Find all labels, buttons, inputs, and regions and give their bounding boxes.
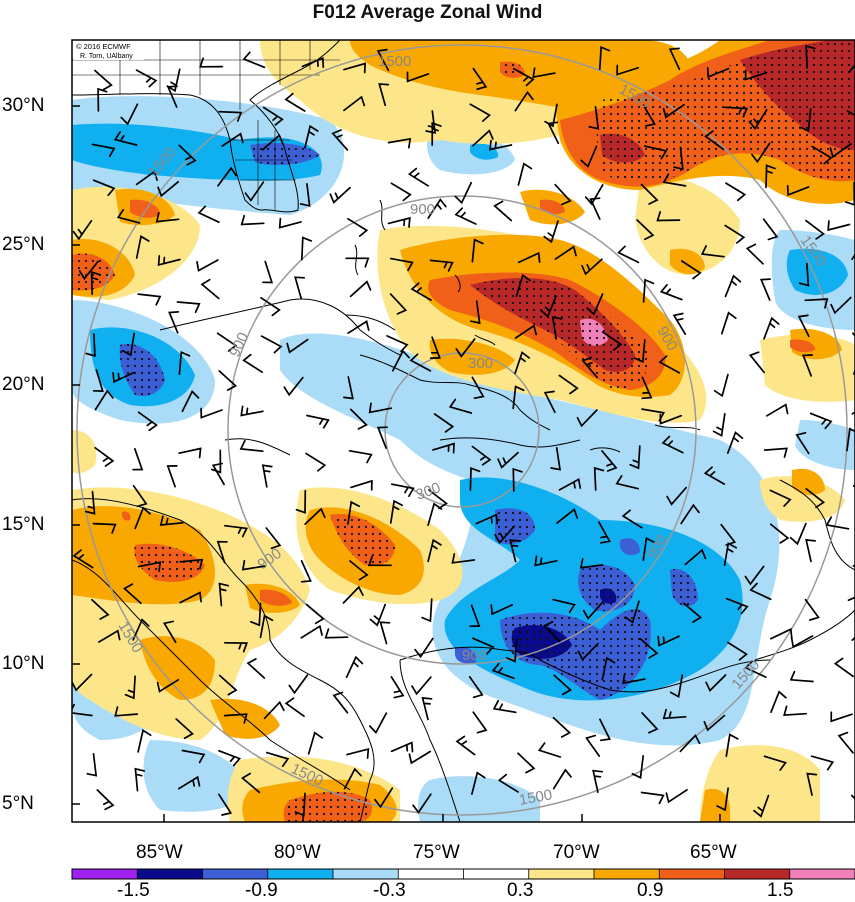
lon-label-85w: 85°W: [136, 842, 183, 864]
credit-line-1: © 2016 ECMWF: [76, 42, 131, 51]
colorbar-swatch: [725, 869, 791, 879]
colorbar-swatch: [790, 869, 855, 879]
ring-label-900: 900: [410, 201, 435, 218]
colorbar-swatch: [268, 869, 334, 879]
colorbar-swatch: [203, 869, 269, 879]
colorbar-label-1-5: 1.5: [767, 880, 793, 902]
lat-label-25n: 25°N: [2, 234, 44, 256]
colorbar-swatch: [137, 869, 203, 879]
lon-label-70w: 70°W: [553, 842, 600, 864]
lat-label-5n: 5°N: [2, 793, 34, 815]
lat-label-20n: 20°N: [2, 374, 44, 396]
colorbar-label-neg1-5: -1.5: [117, 880, 150, 902]
colorbar-label-0-9: 0.9: [637, 880, 663, 902]
colorbar-label-0-3: 0.3: [507, 880, 533, 902]
credit-box: © 2016 ECMWF R. Torn, UAlbany: [74, 40, 144, 60]
colorbar-label-neg0-9: -0.9: [245, 880, 278, 902]
lat-label-15n: 15°N: [2, 514, 44, 536]
map-panel: [70, 40, 855, 840]
colorbar-swatch: [333, 869, 399, 879]
colorbar-swatch: [398, 869, 464, 879]
colorbar-swatch: [464, 869, 530, 879]
ring-label-900: 900: [462, 647, 487, 664]
lat-label-30n: 30°N: [2, 95, 44, 117]
colorbar: [72, 869, 855, 879]
colorbar-swatch: [529, 869, 595, 879]
lon-label-75w: 75°W: [413, 842, 460, 864]
ring-label-300: 300: [468, 355, 493, 372]
colorbar-swatch: [594, 869, 660, 879]
colorbar-swatch: [659, 869, 725, 879]
colorbar-label-neg0-3: -0.3: [373, 880, 406, 902]
credit-line-2: R. Torn, UAlbany: [80, 53, 133, 60]
lon-label-80w: 80°W: [274, 842, 321, 864]
ring-label-1500: 1500: [378, 53, 411, 70]
lat-label-10n: 10°N: [2, 653, 44, 675]
lon-label-65w: 65°W: [690, 842, 737, 864]
colorbar-swatch: [72, 869, 138, 879]
